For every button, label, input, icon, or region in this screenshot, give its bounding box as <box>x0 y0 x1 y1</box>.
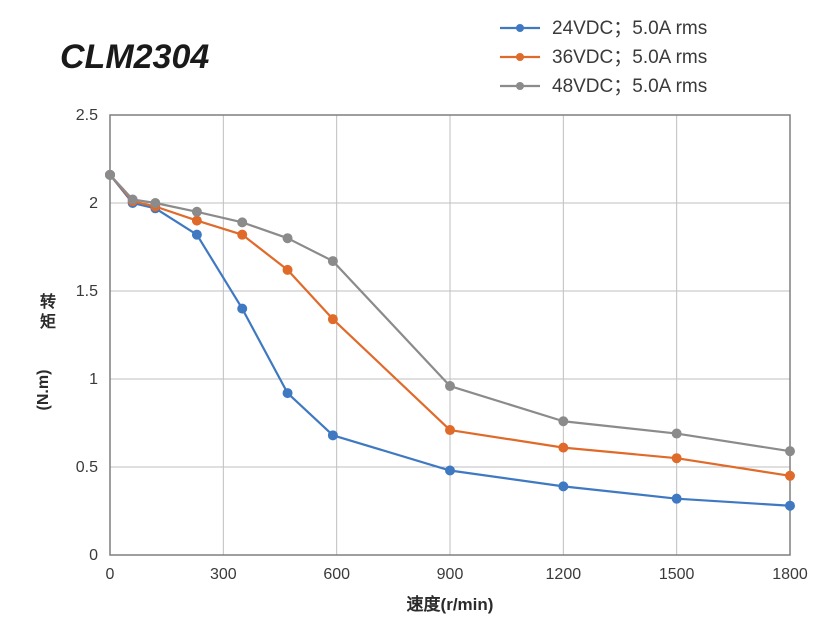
series-marker <box>238 230 247 239</box>
series-marker <box>328 431 337 440</box>
x-tick-label: 1500 <box>659 566 695 583</box>
series-marker <box>192 216 201 225</box>
series-marker <box>672 429 681 438</box>
x-axis-label: 速度(r/min) <box>407 594 494 614</box>
svg-text:转: 转 <box>40 292 56 311</box>
x-tick-label: 600 <box>323 566 350 583</box>
series-marker <box>283 265 292 274</box>
legend-marker <box>516 82 524 90</box>
series-marker <box>192 207 201 216</box>
legend-marker <box>516 53 524 61</box>
series-marker <box>128 195 137 204</box>
series-marker <box>786 471 795 480</box>
series-marker <box>283 234 292 243</box>
torque-speed-chart: CLM2304 0 300 600 900 1200 1500 1800 速度(r/min) 0 0… <box>0 0 831 640</box>
legend-label: 48VDC；5.0A rms <box>552 76 707 97</box>
y-tick-label: 2.5 <box>76 107 98 124</box>
y-tick-label: 1 <box>89 371 98 388</box>
series-marker <box>192 230 201 239</box>
chart-title: CLM2304 <box>60 38 209 76</box>
series-marker <box>106 170 115 179</box>
legend-marker <box>516 24 524 32</box>
x-tick-label: 900 <box>437 566 464 583</box>
series-marker <box>559 417 568 426</box>
x-tick-label: 0 <box>106 566 115 583</box>
series-marker <box>151 199 160 208</box>
series-marker <box>672 454 681 463</box>
series-marker <box>559 443 568 452</box>
y-tick-label: 1.5 <box>76 283 98 300</box>
series-marker <box>328 315 337 324</box>
legend-label: 24VDC；5.0A rms <box>552 18 707 39</box>
x-tick-label: 1800 <box>772 566 808 583</box>
series-marker <box>672 494 681 503</box>
chart-container: CLM2304 0 300 600 900 1200 1500 1800 速度(r/min) 0 0… <box>0 0 831 640</box>
series-marker <box>446 382 455 391</box>
series-marker <box>238 218 247 227</box>
x-tick-label: 300 <box>210 566 237 583</box>
series-marker <box>446 426 455 435</box>
x-tick-label: 1200 <box>546 566 582 583</box>
series-marker <box>786 447 795 456</box>
series-marker <box>238 304 247 313</box>
y-tick-label: 0 <box>89 547 98 564</box>
svg-text:矩: 矩 <box>40 312 56 331</box>
series-marker <box>559 482 568 491</box>
series-marker <box>786 501 795 510</box>
series-marker <box>328 257 337 266</box>
series-marker <box>283 389 292 398</box>
y-tick-label: 0.5 <box>76 459 98 476</box>
legend-label: 36VDC；5.0A rms <box>552 47 707 68</box>
svg-text:(N.m): (N.m) <box>35 370 52 411</box>
y-tick-label: 2 <box>89 195 98 212</box>
series-marker <box>446 466 455 475</box>
